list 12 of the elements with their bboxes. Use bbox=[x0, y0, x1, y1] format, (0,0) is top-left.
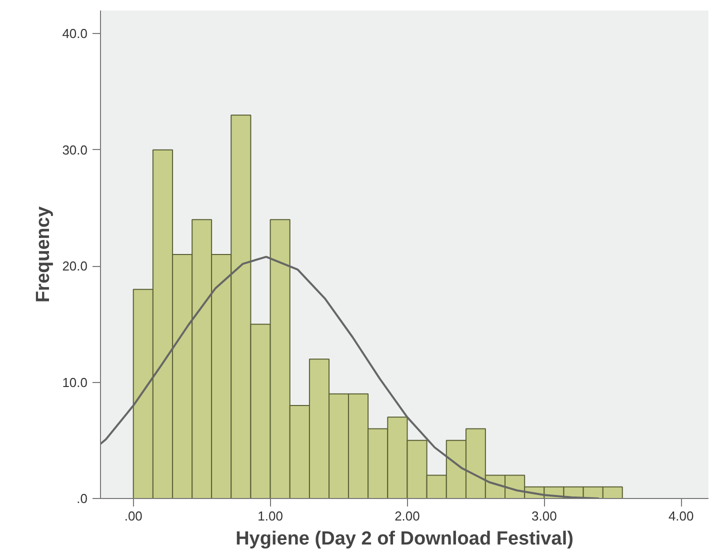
y-tick-label: .0 bbox=[76, 491, 88, 506]
y-tick-label: 30.0 bbox=[62, 142, 88, 158]
x-tick-label: 4.00 bbox=[668, 508, 694, 524]
y-tick-label: 40.0 bbox=[62, 26, 88, 42]
y-tick-label: 10.0 bbox=[62, 374, 88, 390]
y-axis-title: Frequency bbox=[33, 206, 54, 303]
x-axis-title: Hygiene (Day 2 of Download Festival) bbox=[236, 528, 574, 550]
x-tick-label: 1.00 bbox=[258, 508, 283, 524]
x-tick-label: .00 bbox=[124, 508, 142, 524]
x-tick-label: 3.00 bbox=[532, 508, 557, 524]
x-tick-label: 2.00 bbox=[394, 508, 420, 524]
y-tick-label: 20.0 bbox=[62, 258, 88, 274]
